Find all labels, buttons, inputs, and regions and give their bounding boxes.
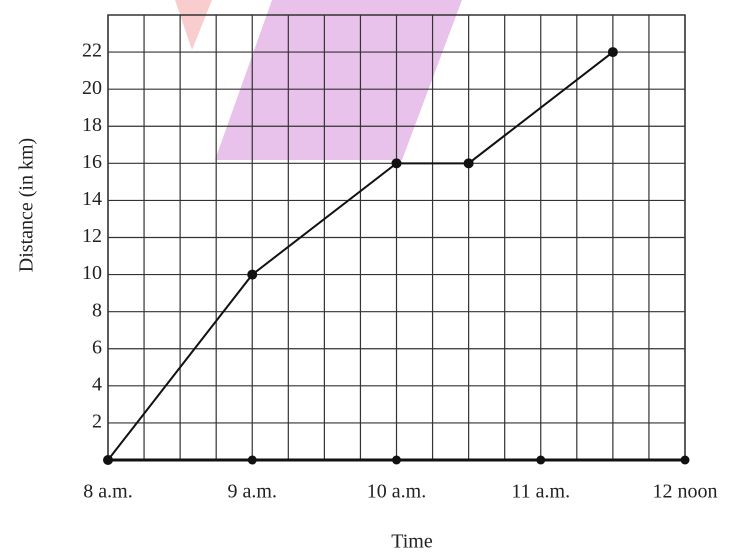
x-tick-label: 11 a.m. xyxy=(511,481,570,503)
data-point xyxy=(391,158,402,169)
y-tick-label: 18 xyxy=(82,114,102,136)
y-tick-label: 14 xyxy=(82,188,102,210)
data-point xyxy=(103,455,113,465)
data-point xyxy=(463,158,474,169)
y-tick-label: 10 xyxy=(82,262,102,284)
y-tick-label: 6 xyxy=(92,336,102,358)
watermark xyxy=(175,0,212,50)
x-tick-label: 9 a.m. xyxy=(228,481,277,503)
watermark xyxy=(215,0,462,160)
y-tick-label: 2 xyxy=(92,411,102,433)
y-tick-label: 20 xyxy=(82,77,102,99)
y-tick-label: 4 xyxy=(92,373,102,395)
x-tick-label: 12 noon xyxy=(653,481,718,503)
y-tick-label: 22 xyxy=(82,40,102,62)
x-tick-label: 10 a.m. xyxy=(367,481,426,503)
x-tick-label: 8 a.m. xyxy=(83,481,132,503)
y-tick-label: 8 xyxy=(92,299,102,321)
data-point xyxy=(607,47,618,58)
x-axis-title: Time xyxy=(391,531,433,553)
y-tick-label: 16 xyxy=(82,151,102,173)
y-tick-label: 12 xyxy=(82,225,102,247)
y-axis-title: Distance (in km) xyxy=(16,138,38,272)
data-point xyxy=(247,269,258,280)
